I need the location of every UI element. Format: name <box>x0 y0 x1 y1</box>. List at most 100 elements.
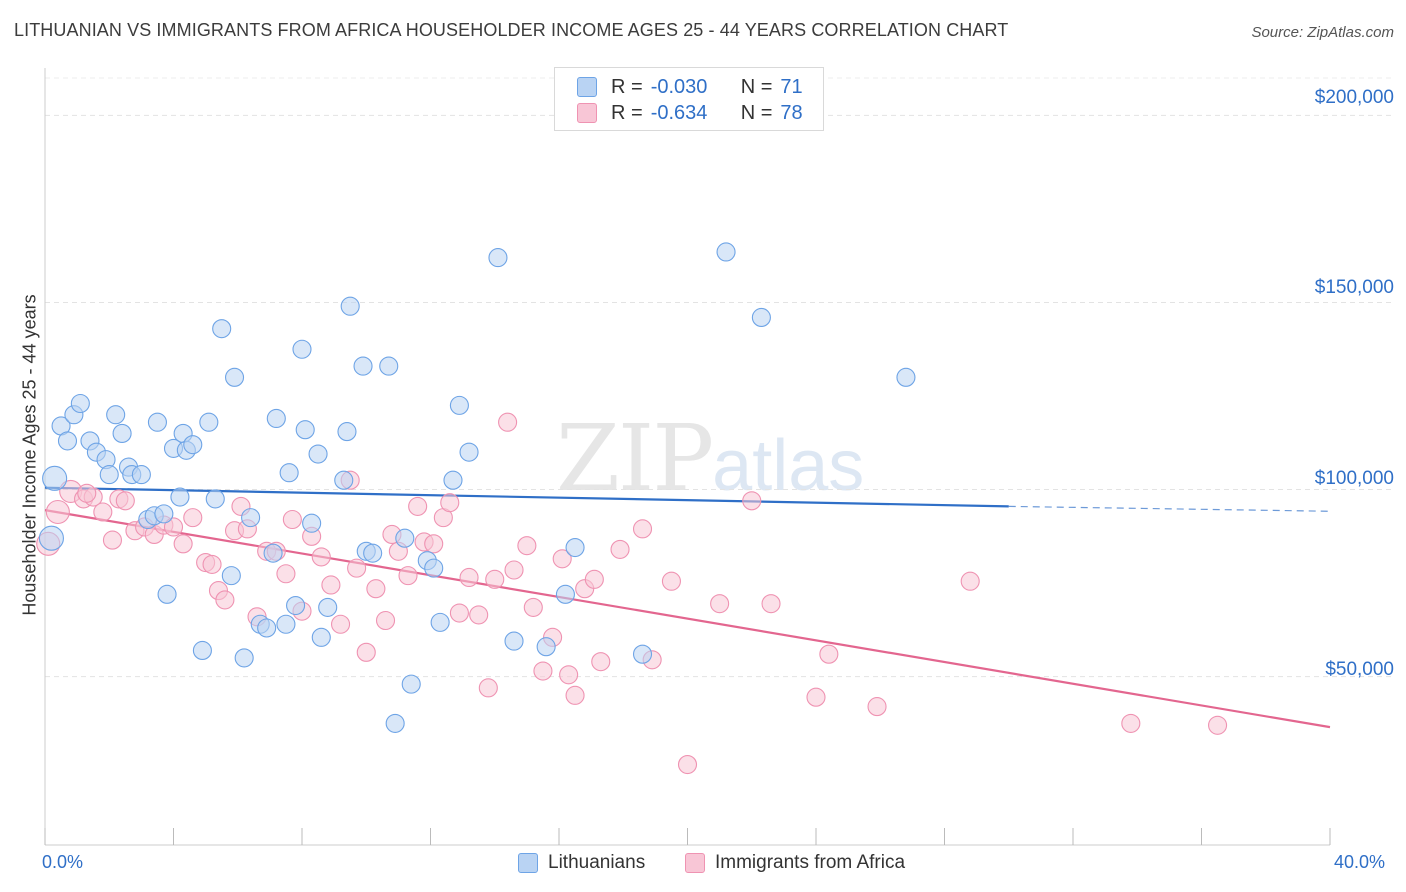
data-point-lithuanians <box>318 597 338 617</box>
legend-n-label: N = <box>740 101 773 124</box>
data-point-immigrants <box>356 642 376 662</box>
data-point-immigrants <box>440 493 460 513</box>
data-point-immigrants <box>819 644 839 664</box>
data-point-lithuanians <box>385 713 405 733</box>
data-point-immigrants <box>559 665 579 685</box>
data-point-immigrants <box>398 566 418 586</box>
data-point-immigrants <box>449 603 469 623</box>
data-point-immigrants <box>867 697 887 717</box>
axes <box>44 68 1331 846</box>
legend-label-immigrants: Immigrants from Africa <box>715 852 906 873</box>
data-point-lithuanians <box>212 319 232 339</box>
legend-n-value: 78 <box>780 101 803 124</box>
data-point-immigrants <box>960 571 980 591</box>
legend-swatch-pink <box>685 853 705 873</box>
data-point-lithuanians <box>257 618 277 638</box>
data-point-lithuanians <box>395 528 415 548</box>
chart-title: LITHUANIAN VS IMMIGRANTS FROM AFRICA HOU… <box>14 20 1009 40</box>
legend-item-immigrants[interactable]: Immigrants from Africa <box>685 852 905 874</box>
data-point-immigrants <box>552 549 572 569</box>
data-point-lithuanians <box>99 465 119 485</box>
source-label: Source: ZipAtlas.com <box>1251 24 1394 41</box>
data-point-immigrants <box>163 517 184 537</box>
data-point-lithuanians <box>263 543 283 563</box>
data-point-lithuanians <box>565 538 585 558</box>
legend-row-lithuanians: R = -0.030 N = 71 <box>577 75 803 99</box>
data-point-immigrants <box>806 687 826 707</box>
data-point-lithuanians <box>459 442 479 462</box>
data-point-lithuanians <box>241 508 261 528</box>
data-point-immigrants <box>761 594 781 614</box>
series-lithuanians-points <box>38 242 916 733</box>
data-point-immigrants <box>742 491 762 511</box>
y-tick-label-100k: $100,000 <box>1314 468 1394 489</box>
data-point-lithuanians <box>112 423 132 443</box>
data-point-immigrants <box>523 597 543 617</box>
data-point-lithuanians <box>353 356 373 376</box>
data-point-lithuanians <box>106 405 126 425</box>
legend-r-value: -0.030 <box>650 75 708 98</box>
data-point-lithuanians <box>205 489 225 509</box>
data-point-immigrants <box>77 483 97 503</box>
correlation-legend: R = -0.030 N = 71 R = -0.634 N = 78 <box>554 67 824 131</box>
data-point-lithuanians <box>131 465 151 485</box>
data-point-lithuanians <box>192 640 212 660</box>
data-point-immigrants <box>93 502 113 522</box>
data-point-immigrants <box>183 508 203 528</box>
legend-n-label: N = <box>740 75 773 98</box>
legend-n-value: 71 <box>780 75 803 98</box>
data-point-immigrants <box>330 614 351 634</box>
legend-row-immigrants: R = -0.634 N = 78 <box>577 101 803 125</box>
data-point-lithuanians <box>183 435 203 455</box>
data-point-immigrants <box>102 530 123 550</box>
trend-line-lithuanians <box>44 486 1009 508</box>
data-point-immigrants <box>173 534 193 554</box>
data-point-lithuanians <box>170 487 190 507</box>
data-point-immigrants <box>710 594 730 614</box>
y-tick-label-150k: $150,000 <box>1314 277 1394 298</box>
watermark-atlas: atlas <box>712 426 865 506</box>
data-point-immigrants <box>282 509 302 530</box>
legend-item-lithuanians[interactable]: Lithuanians <box>518 852 645 874</box>
data-point-lithuanians <box>154 504 174 524</box>
watermark: ZIPatlas <box>556 405 864 512</box>
data-point-immigrants <box>565 685 585 705</box>
data-point-lithuanians <box>199 412 219 432</box>
data-point-lithuanians <box>286 595 306 616</box>
data-point-lithuanians <box>379 356 399 376</box>
trend-line-immigrants <box>44 509 1331 729</box>
data-point-immigrants <box>1121 713 1141 733</box>
data-point-immigrants <box>469 605 489 625</box>
data-point-lithuanians <box>449 395 469 415</box>
legend-swatch-pink <box>577 103 597 123</box>
data-point-lithuanians <box>504 631 524 651</box>
data-point-immigrants <box>485 569 505 589</box>
data-point-immigrants <box>347 558 367 578</box>
data-point-lithuanians <box>340 296 360 316</box>
data-point-lithuanians <box>234 648 254 668</box>
y-tick-label-200k: $200,000 <box>1314 87 1394 108</box>
data-point-lithuanians <box>147 412 167 432</box>
data-point-lithuanians <box>555 584 575 604</box>
legend-swatch-blue <box>518 853 538 873</box>
legend-r-value: -0.634 <box>650 101 708 124</box>
data-point-lithuanians <box>295 420 315 440</box>
gridlines <box>45 77 1395 678</box>
data-point-lithuanians <box>401 674 421 694</box>
data-point-immigrants <box>661 571 681 591</box>
data-point-immigrants <box>498 412 518 432</box>
data-point-lithuanians <box>38 525 64 551</box>
data-point-lithuanians <box>157 584 177 604</box>
data-point-lithuanians <box>334 470 354 490</box>
data-point-immigrants <box>459 567 479 588</box>
series-immigrants-points <box>36 412 1228 775</box>
data-point-immigrants <box>115 491 135 511</box>
legend-r-label: R = <box>611 75 643 98</box>
x-tick-label-min: 0.0% <box>42 852 84 872</box>
data-point-lithuanians <box>266 408 286 429</box>
data-point-lithuanians <box>430 612 450 632</box>
data-point-lithuanians <box>536 637 556 657</box>
y-axis-title: Householder Income Ages 25 - 44 years <box>19 294 40 616</box>
data-point-immigrants <box>504 560 524 580</box>
